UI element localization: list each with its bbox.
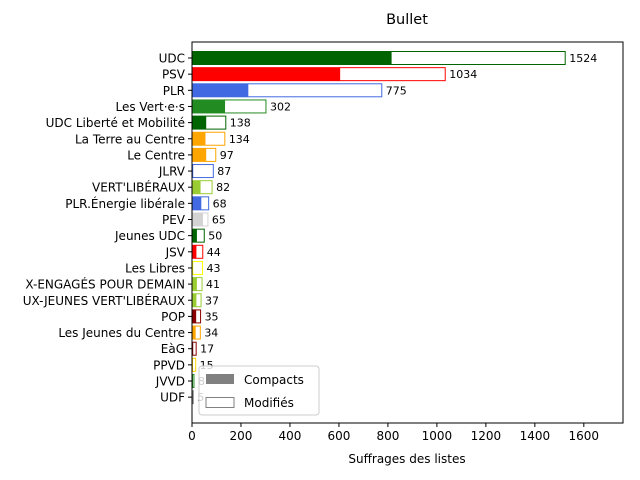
y-tick-label: Le Centre xyxy=(127,148,185,162)
x-tick-label: 600 xyxy=(327,429,350,443)
x-axis: 0 200 400 600 800 1000 1200 1400 1600 xyxy=(188,423,599,443)
y-tick-label: JSV xyxy=(165,245,186,259)
bar-value-label: 1034 xyxy=(449,68,477,81)
bar-value-label: 17 xyxy=(200,343,214,356)
bar-value-label: 65 xyxy=(212,214,226,227)
legend-swatch-modifies xyxy=(205,397,235,408)
bar-compacts xyxy=(192,116,207,130)
x-tick-label: 1400 xyxy=(520,429,551,443)
bar-compacts xyxy=(192,309,197,323)
bar-value-label: 35 xyxy=(205,310,219,323)
bar-modifies xyxy=(192,357,197,372)
bar-value-label: 87 xyxy=(217,165,231,178)
y-tick-label: UDC xyxy=(159,52,185,66)
bar-compacts xyxy=(192,245,197,259)
bar-compacts xyxy=(192,277,197,291)
x-tick-label: 1200 xyxy=(471,429,502,443)
y-tick-label: POP xyxy=(161,310,185,324)
bar-modifies xyxy=(192,260,204,275)
x-tick-label: 800 xyxy=(376,429,399,443)
y-tick-label: PLR xyxy=(163,84,185,98)
y-tick-label: Les Vert·e·s xyxy=(116,100,186,114)
bar-value-label: 134 xyxy=(229,133,250,146)
bar-compacts xyxy=(192,196,202,210)
x-tick-label: 400 xyxy=(279,429,302,443)
y-tick-label: X-ENGAGÉS POUR DEMAIN xyxy=(25,277,185,292)
y-tick-label: EàG xyxy=(161,342,185,356)
bar-modifies xyxy=(192,390,194,405)
x-tick-label: 1000 xyxy=(422,429,453,443)
bar-compacts xyxy=(192,180,201,194)
bar-value-label: 41 xyxy=(206,278,220,291)
y-tick-label: UX-JEUNES VERT'LIBÉRAUX xyxy=(23,293,185,308)
legend-label-modifies: Modifiés xyxy=(244,396,294,410)
bar-value-label: 37 xyxy=(205,294,219,307)
y-tick-label: La Terre au Centre xyxy=(75,132,185,146)
y-tick-label: PSV xyxy=(162,68,186,82)
bar-value-label: 302 xyxy=(270,100,291,113)
y-tick-label: JVVD xyxy=(155,375,185,389)
bar-value-label: 138 xyxy=(230,117,251,130)
bar-value-label: 34 xyxy=(204,327,218,340)
y-tick-label: PLR.Énergie libérale xyxy=(65,196,185,211)
y-tick-label: Les Jeunes du Centre xyxy=(58,326,185,340)
bar-compacts xyxy=(192,261,194,275)
y-tick-label: PEV xyxy=(162,213,186,227)
bar-compacts xyxy=(192,326,196,340)
y-tick-label: UDF xyxy=(160,391,185,405)
bar-compacts xyxy=(192,164,194,178)
y-axis: UDC PSV PLR Les Vert·e·s UDC Liberté et Mobi… xyxy=(23,52,192,405)
y-tick-label: VERT'LIBÉRAUX xyxy=(92,180,185,195)
plot-frame xyxy=(191,41,624,424)
legend: Compacts Modifiés xyxy=(198,365,320,416)
bar-compacts xyxy=(192,293,197,307)
y-tick-label: JLRV xyxy=(158,165,186,179)
bar-compacts xyxy=(192,229,197,243)
x-axis-label: Suffrages des listes xyxy=(348,452,465,466)
bars-layer: 1524 1034 775 302 138 134 97 87 82 68 65 50 44 43 41 37… xyxy=(192,51,597,405)
bar-value-label: 50 xyxy=(208,230,222,243)
bar-value-label: 68 xyxy=(213,197,227,210)
bar-value-label: 97 xyxy=(220,149,234,162)
y-tick-label: Les Libres xyxy=(125,261,185,275)
bar-value-label: 44 xyxy=(207,246,221,259)
x-tick-label: 1600 xyxy=(569,429,600,443)
bar-compacts xyxy=(192,83,249,97)
bar-compacts xyxy=(192,99,226,113)
bar-modifies xyxy=(192,164,214,179)
chart-title: Bullet xyxy=(386,12,428,28)
legend-swatch-compacts xyxy=(206,374,234,384)
bar-value-label: 775 xyxy=(386,84,407,97)
bar-value-label: 1524 xyxy=(569,52,597,65)
bar-compacts xyxy=(192,342,194,356)
bar-compacts xyxy=(192,132,206,146)
bar-value-label: 82 xyxy=(216,181,230,194)
bar-value-label: 43 xyxy=(207,262,221,275)
y-tick-label: Jeunes UDC xyxy=(114,229,185,243)
legend-label-compacts: Compacts xyxy=(244,373,304,387)
bar-compacts xyxy=(192,67,341,81)
y-tick-label: PPVD xyxy=(153,358,185,372)
y-tick-label: UDC Liberté et Mobilité xyxy=(46,116,185,130)
x-tick-label: 200 xyxy=(230,429,253,443)
bar-compacts xyxy=(192,213,204,226)
x-tick-label: 0 xyxy=(188,429,196,443)
bar-compacts xyxy=(192,51,392,65)
bar-compacts xyxy=(192,148,207,162)
